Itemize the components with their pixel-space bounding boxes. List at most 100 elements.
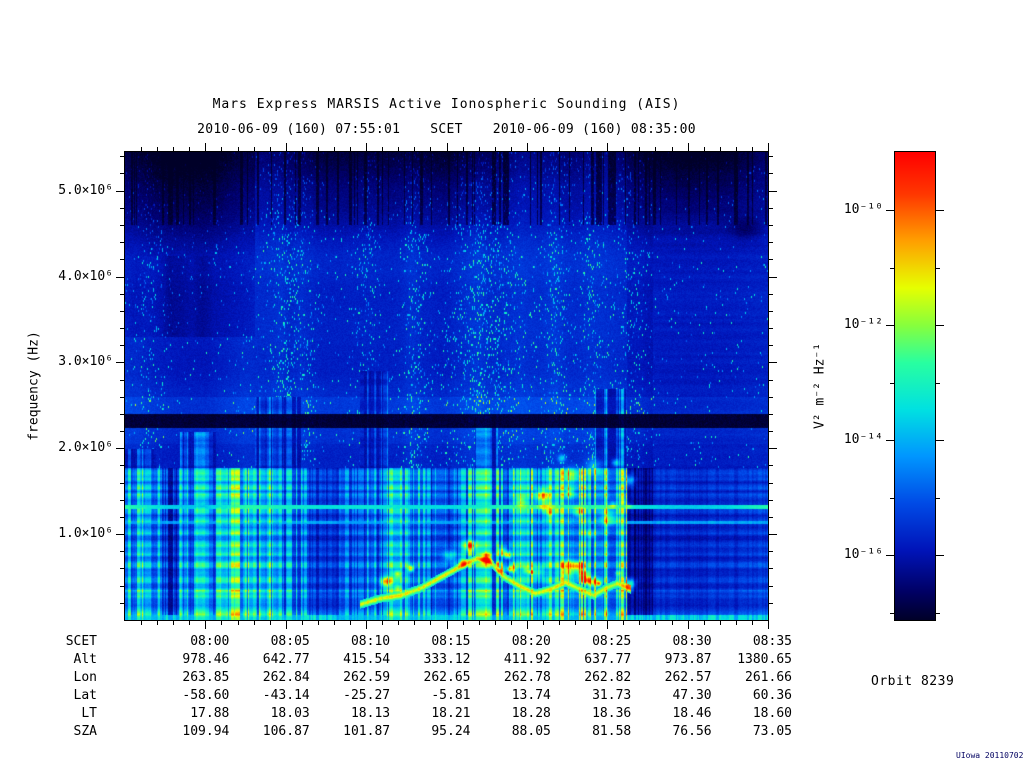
y-minor-tick	[120, 225, 124, 226]
colorbar-major-tick	[886, 210, 894, 211]
x-minor-tick	[463, 621, 464, 625]
y-minor-tick	[120, 328, 124, 329]
y-tick-label: 5.0×10⁶	[58, 182, 113, 198]
y-tick-label: 2.0×10⁶	[58, 440, 113, 456]
table-cell: 261.66	[745, 670, 792, 685]
y-minor-tick-right	[769, 500, 773, 501]
table-cell: 08:35	[752, 634, 792, 649]
table-cell: 47.30	[672, 688, 712, 703]
x-minor-tick-top	[623, 147, 624, 151]
colorbar-major-tick	[886, 555, 894, 556]
colorbar-major-tick-right	[936, 555, 944, 556]
x-minor-tick-top	[591, 147, 592, 151]
table-cell: 81.58	[592, 724, 632, 739]
y-minor-tick	[120, 414, 124, 415]
x-minor-tick-top	[350, 147, 351, 151]
table-cell: 262.84	[262, 670, 310, 685]
y-major-tick	[116, 448, 124, 449]
table-cell: 60.36	[752, 688, 792, 703]
scet-end-timestamp: 2010-06-09 (160) 08:35:00	[492, 122, 696, 137]
y-minor-tick-right	[769, 431, 773, 432]
table-cell: 95.24	[431, 724, 471, 739]
x-minor-tick	[430, 621, 431, 625]
x-minor-tick-top	[704, 147, 705, 151]
version-stamp: UIowa 20110702	[956, 751, 1024, 760]
y-minor-tick	[120, 156, 124, 157]
table-cell: 101.87	[343, 724, 391, 739]
table-cell: 13.74	[511, 688, 551, 703]
x-minor-tick-top	[221, 147, 222, 151]
x-minor-tick-top	[479, 147, 480, 151]
x-major-tick	[447, 621, 448, 629]
table-row-label: SZA	[73, 724, 97, 739]
y-minor-tick	[120, 551, 124, 552]
y-tick-label: 4.0×10⁶	[58, 268, 113, 284]
x-major-tick-top	[607, 143, 608, 151]
table-cell: 1380.65	[737, 652, 792, 667]
table-row-label: SCET	[65, 634, 97, 649]
y-major-tick	[116, 277, 124, 278]
table-cell: 08:30	[672, 634, 712, 649]
y-minor-tick-right	[769, 551, 773, 552]
y-minor-tick	[120, 397, 124, 398]
plot-subtitle: 2010-06-09 (160) 07:55:01 SCET 2010-06-0…	[125, 122, 768, 137]
y-minor-tick	[120, 345, 124, 346]
x-minor-tick-top	[173, 147, 174, 151]
x-minor-tick-top	[511, 147, 512, 151]
colorbar-axis-label: V² m⁻² Hz⁻¹	[812, 342, 828, 430]
table-cell: -43.14	[262, 688, 310, 703]
x-minor-tick-top	[318, 147, 319, 151]
table-cell: 415.54	[343, 652, 391, 667]
colorbar-minor-tick-right	[936, 613, 940, 614]
y-minor-tick-right	[769, 397, 773, 398]
x-minor-tick-top	[302, 147, 303, 151]
y-minor-tick	[120, 568, 124, 569]
x-major-tick-top	[527, 143, 528, 151]
spectrogram-canvas	[125, 152, 768, 620]
table-cell: 18.28	[511, 706, 551, 721]
table-cell: 262.57	[664, 670, 712, 685]
y-minor-tick-right	[769, 156, 773, 157]
y-major-tick	[116, 534, 124, 535]
x-minor-tick	[398, 621, 399, 625]
y-major-tick-right	[769, 534, 777, 535]
colorbar-major-tick-right	[936, 210, 944, 211]
y-major-tick	[116, 362, 124, 363]
x-minor-tick	[559, 621, 560, 625]
x-minor-tick-top	[398, 147, 399, 151]
table-cell: -5.81	[431, 688, 471, 703]
x-minor-tick	[254, 621, 255, 625]
x-minor-tick-top	[463, 147, 464, 151]
table-cell: 08:20	[511, 634, 551, 649]
table-cell: 973.87	[664, 652, 712, 667]
colorbar-major-tick-right	[936, 440, 944, 441]
y-major-tick-right	[769, 277, 777, 278]
colorbar-major-tick	[886, 325, 894, 326]
x-minor-tick	[752, 621, 753, 625]
y-major-tick-right	[769, 191, 777, 192]
y-minor-tick	[120, 259, 124, 260]
table-cell: 08:25	[592, 634, 632, 649]
x-minor-tick-top	[238, 147, 239, 151]
plot-title: Mars Express MARSIS Active Ionospheric S…	[212, 97, 681, 112]
colorbar-tick-label: 10⁻¹⁰	[843, 202, 883, 217]
table-cell: 31.73	[592, 688, 632, 703]
table-row-label: Lat	[73, 688, 97, 703]
table-cell: 262.82	[584, 670, 632, 685]
colorbar-frame	[894, 151, 936, 621]
table-cell: 18.13	[350, 706, 391, 721]
x-minor-tick-top	[382, 147, 383, 151]
x-minor-tick	[318, 621, 319, 625]
x-minor-tick-top	[672, 147, 673, 151]
table-cell: 978.46	[182, 652, 230, 667]
x-major-tick	[205, 621, 206, 629]
y-minor-tick	[120, 173, 124, 174]
y-tick-label: 1.0×10⁶	[58, 526, 113, 542]
colorbar-major-tick-right	[936, 325, 944, 326]
table-cell: 263.85	[182, 670, 230, 685]
x-major-tick	[286, 621, 287, 629]
table-cell: 642.77	[262, 652, 310, 667]
colorbar-minor-tick	[890, 498, 894, 499]
x-minor-tick-top	[720, 147, 721, 151]
y-minor-tick	[120, 242, 124, 243]
